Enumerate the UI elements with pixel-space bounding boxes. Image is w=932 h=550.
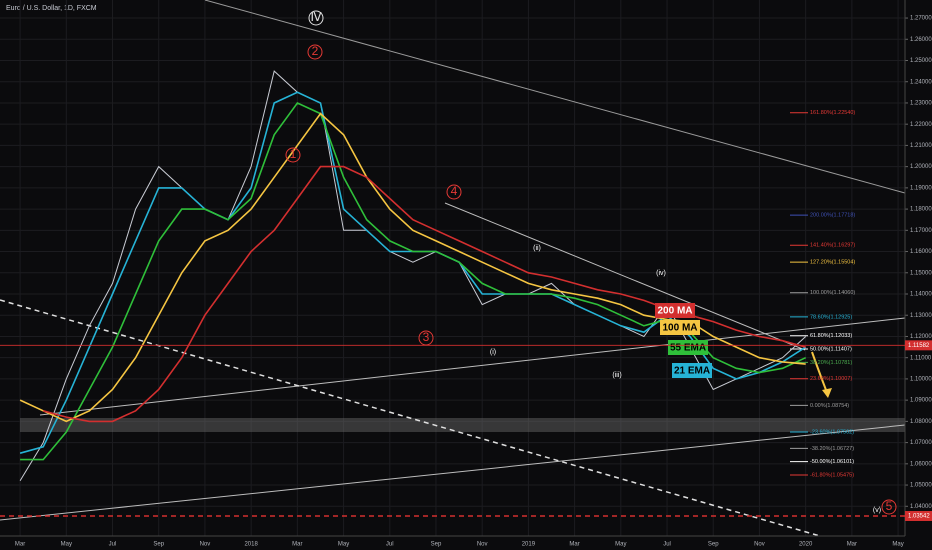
wave-circle xyxy=(285,147,301,163)
fib-label: -23.60%(1.07502) xyxy=(810,429,854,435)
wave-circle xyxy=(418,330,434,346)
fib-label: 127.20%(1.15504) xyxy=(810,260,855,266)
wave-circle xyxy=(307,44,323,60)
wave-circle xyxy=(308,10,324,26)
x-tick-label: Nov xyxy=(200,542,211,548)
wave-label: 3 xyxy=(423,330,430,344)
trend-line xyxy=(0,299,821,537)
y-tick-label: 1.13000 xyxy=(910,313,932,319)
y-tick-label: 1.05000 xyxy=(910,483,932,489)
wave-label: 1 xyxy=(290,147,297,161)
fib-label: 38.20%(1.10781) xyxy=(810,360,852,366)
x-tick-label: Mar xyxy=(15,542,25,548)
wave-label: 4 xyxy=(451,184,458,198)
x-tick-label: Nov xyxy=(477,542,488,548)
x-tick-label: 2018 xyxy=(244,542,258,548)
x-tick-label: Mar xyxy=(292,542,302,548)
y-tick-label: 1.21000 xyxy=(910,143,932,149)
y-tick-label: 1.08000 xyxy=(910,419,932,425)
y-tick-label: 1.22000 xyxy=(910,122,932,128)
fib-label: -38.20%(1.06727) xyxy=(810,446,854,452)
trend-line xyxy=(39,317,906,416)
y-tick-label: 1.27000 xyxy=(910,16,932,22)
legend-box xyxy=(660,320,700,335)
x-tick-label: Nov xyxy=(754,542,765,548)
y-tick-label: 1.25000 xyxy=(910,58,932,64)
chart-title: Euro / U.S. Dollar, 1D, FXCM xyxy=(6,5,97,12)
wave-label: 2 xyxy=(312,44,319,58)
legend-label: 200 MA xyxy=(657,306,692,317)
y-tick-label: 1.07000 xyxy=(910,440,932,446)
x-tick-label: May xyxy=(892,542,903,548)
legend-box xyxy=(668,340,708,355)
y-tick-label: 1.19000 xyxy=(910,185,932,191)
x-tick-label: 2019 xyxy=(522,542,536,548)
fib-label: 141.40%(1.16297) xyxy=(810,243,855,249)
wave-circle xyxy=(446,184,462,200)
y-tick-label: 1.12000 xyxy=(910,334,932,340)
trend-line xyxy=(0,424,906,521)
wave-circle xyxy=(881,499,897,515)
wave-label: (v) xyxy=(873,507,881,514)
y-tick-label: 1.24000 xyxy=(910,79,932,85)
y-tick-label: 1.10000 xyxy=(910,376,932,382)
x-tick-label: Mar xyxy=(569,542,579,548)
y-tick-label: 1.26000 xyxy=(910,37,932,43)
fib-label: 78.60%(1.12925) xyxy=(810,314,852,320)
fib-label: 61.80%(1.12033) xyxy=(810,333,852,339)
x-tick-label: Sep xyxy=(431,542,442,548)
price-tag-label: 1.03542 xyxy=(908,514,930,520)
trend-line xyxy=(204,0,906,194)
fib-label: 23.60%(1.10007) xyxy=(810,376,852,382)
arrow-head xyxy=(822,388,832,398)
fib-label: 200.00%(1.17718) xyxy=(810,213,855,219)
y-tick-label: 1.18000 xyxy=(910,207,932,213)
y-tick-label: 1.16000 xyxy=(910,249,932,255)
x-tick-label: Mar xyxy=(847,542,857,548)
x-tick-label: Jul xyxy=(109,542,117,548)
price-tag xyxy=(905,340,932,351)
x-tick-label: Jul xyxy=(386,542,394,548)
fib-label: -61.80%(1.05475) xyxy=(810,472,854,478)
legend-label: 55 EMA xyxy=(670,343,706,354)
y-tick-label: 1.23000 xyxy=(910,101,932,107)
series-line xyxy=(19,70,807,482)
y-tick-label: 1.06000 xyxy=(910,461,932,467)
y-tick-label: 1.14000 xyxy=(910,292,932,298)
fib-label: 100.00%(1.14060) xyxy=(810,290,855,296)
wave-label: 5 xyxy=(886,499,893,513)
y-tick-label: 1.17000 xyxy=(910,228,932,234)
y-tick-label: 1.15000 xyxy=(910,270,932,276)
trend-line xyxy=(444,202,806,351)
legend-label: 21 EMA xyxy=(674,366,710,377)
price-tag-label: 1.11582 xyxy=(908,343,930,349)
x-tick-label: May xyxy=(615,542,626,548)
wave-label: (iv) xyxy=(656,270,666,277)
x-tick-label: May xyxy=(338,542,349,548)
x-tick-label: May xyxy=(61,542,72,548)
legend-label: 100 MA xyxy=(662,323,697,334)
price-tag xyxy=(905,511,932,522)
x-tick-label: Sep xyxy=(708,542,719,548)
wave-label: (ii) xyxy=(533,245,541,252)
fib-label: 0.00%(1.08754) xyxy=(810,403,849,409)
wave-label: (i) xyxy=(490,349,496,356)
x-tick-label: Jul xyxy=(663,542,671,548)
legend-box xyxy=(672,363,712,378)
wave-label: (iii) xyxy=(612,372,621,379)
y-tick-label: 1.09000 xyxy=(910,398,932,404)
x-tick-label: Sep xyxy=(153,542,164,548)
plot-area xyxy=(0,0,905,536)
wave-label: Ⅳ xyxy=(310,10,321,24)
fib-label: 161.80%(1.22540) xyxy=(810,110,855,116)
legend-box xyxy=(655,303,695,318)
x-tick-label: 2020 xyxy=(799,542,813,548)
y-tick-label: 1.20000 xyxy=(910,164,932,170)
fib-label: -50.00%(1.06101) xyxy=(810,459,854,465)
y-tick-label: 1.04000 xyxy=(910,504,932,510)
fib-label: 50.00%(1.11407) xyxy=(810,347,852,353)
y-tick-label: 1.11000 xyxy=(910,355,932,361)
support-zone xyxy=(20,418,905,432)
